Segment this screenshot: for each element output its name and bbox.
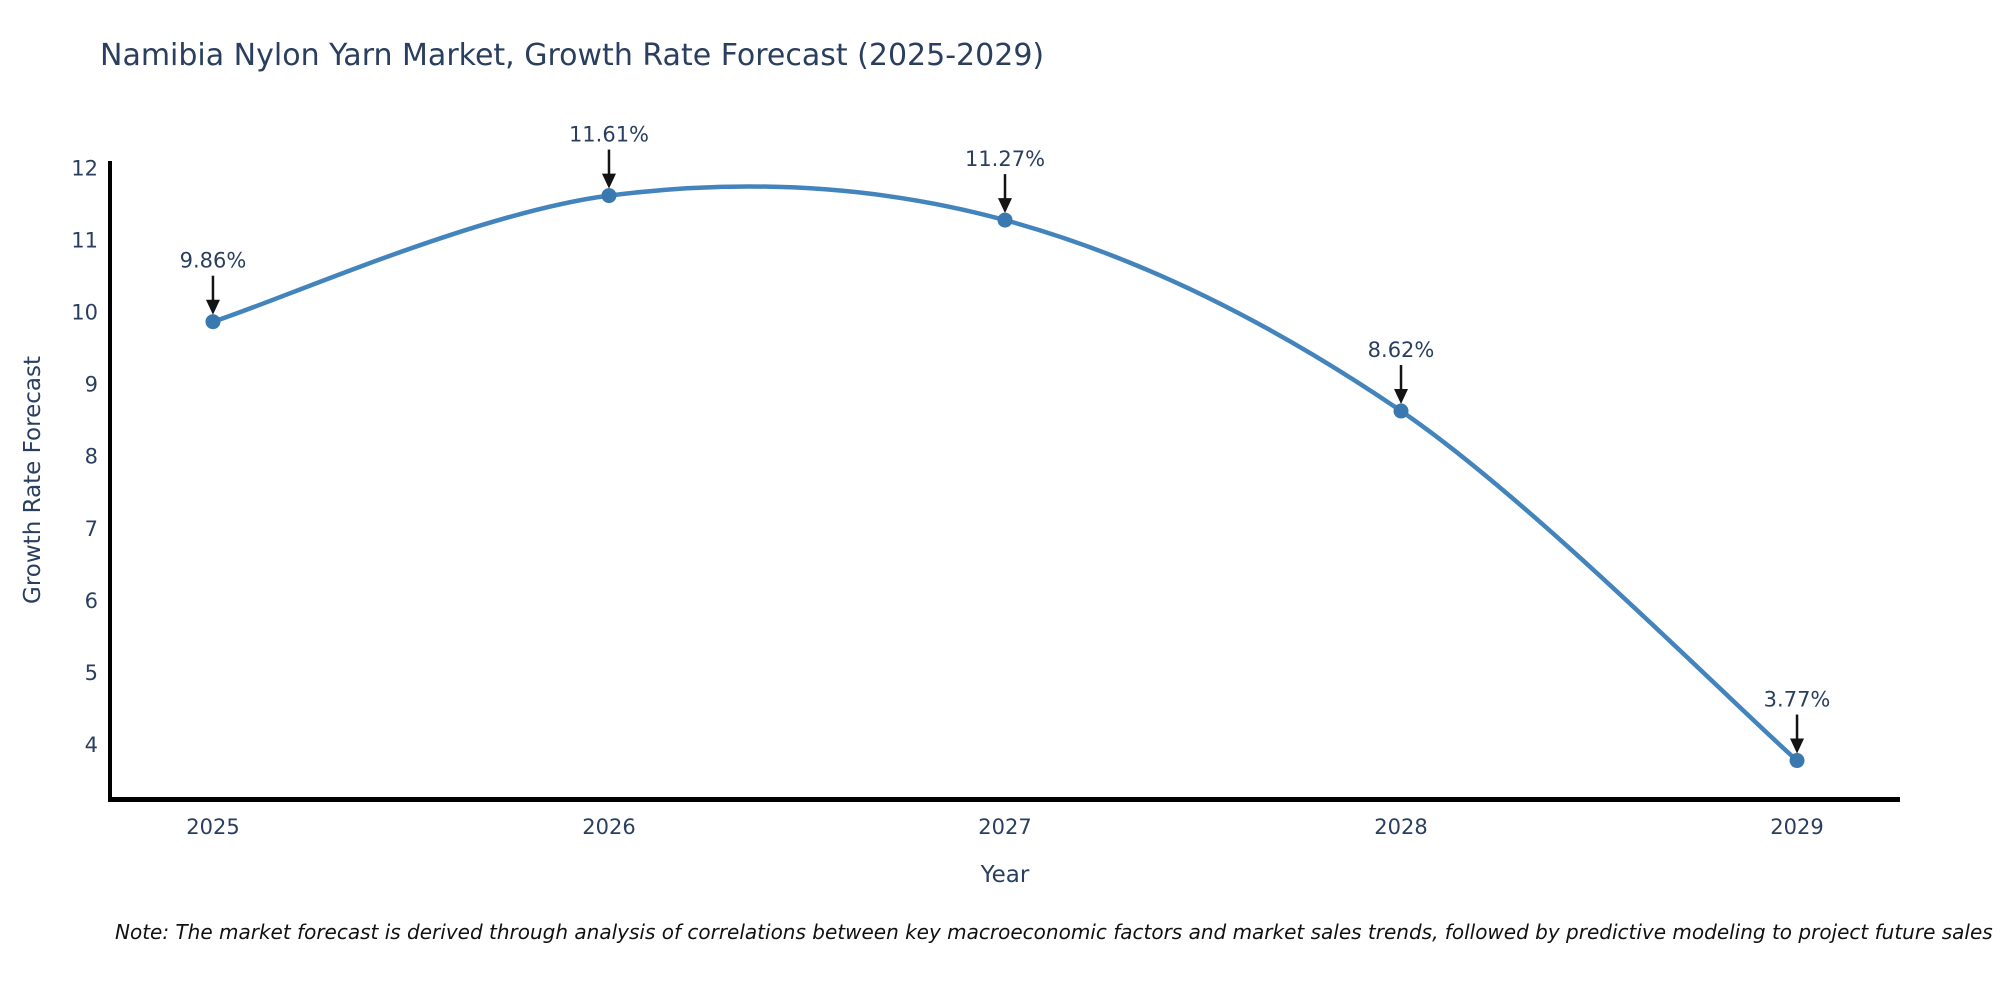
y-tick-label: 9 xyxy=(85,373,98,397)
y-tick-label: 12 xyxy=(71,156,98,180)
annotation-arrowhead xyxy=(601,173,616,189)
data-point-marker xyxy=(205,314,221,330)
y-axis-spine xyxy=(108,161,112,802)
y-tick-label: 8 xyxy=(85,445,98,469)
x-axis-title: Year xyxy=(980,862,1030,888)
data-point-marker xyxy=(997,212,1013,228)
y-tick-label: 5 xyxy=(85,661,98,685)
annotation-arrowhead xyxy=(998,198,1012,214)
annotation-label: 3.77% xyxy=(1764,688,1831,712)
x-tick-label: 2028 xyxy=(1374,815,1427,839)
annotation-label: 9.86% xyxy=(180,249,247,273)
data-point-marker xyxy=(601,188,617,204)
x-tick-label: 2027 xyxy=(978,815,1031,839)
annotation-label: 11.27% xyxy=(965,147,1045,171)
x-axis-spine xyxy=(108,797,1900,802)
chart-title: Namibia Nylon Yarn Market, Growth Rate F… xyxy=(100,38,1045,73)
y-tick-label: 11 xyxy=(71,229,98,253)
x-tick-label: 2029 xyxy=(1770,815,1823,839)
annotation-arrowhead xyxy=(1394,389,1409,405)
footnote: Note: The market forecast is derived thr… xyxy=(115,920,1993,944)
data-point-marker xyxy=(1393,403,1409,419)
data-point-marker xyxy=(1789,753,1805,769)
annotation-label: 8.62% xyxy=(1368,338,1435,362)
annotation-arrowhead xyxy=(205,299,220,315)
annotation-arrowhead xyxy=(1790,738,1805,754)
y-tick-label: 10 xyxy=(71,301,98,325)
y-tick-label: 6 xyxy=(85,589,98,613)
x-tick-label: 2026 xyxy=(582,815,635,839)
annotation-label: 11.61% xyxy=(569,123,649,147)
x-tick-label: 2025 xyxy=(186,815,239,839)
y-tick-label: 7 xyxy=(85,517,98,541)
y-tick-label: 4 xyxy=(85,733,98,757)
trend-line xyxy=(210,184,1800,763)
